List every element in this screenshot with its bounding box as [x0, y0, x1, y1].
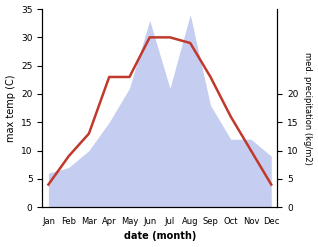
X-axis label: date (month): date (month): [124, 231, 196, 242]
Y-axis label: med. precipitation (kg/m2): med. precipitation (kg/m2): [303, 52, 313, 165]
Y-axis label: max temp (C): max temp (C): [5, 74, 16, 142]
